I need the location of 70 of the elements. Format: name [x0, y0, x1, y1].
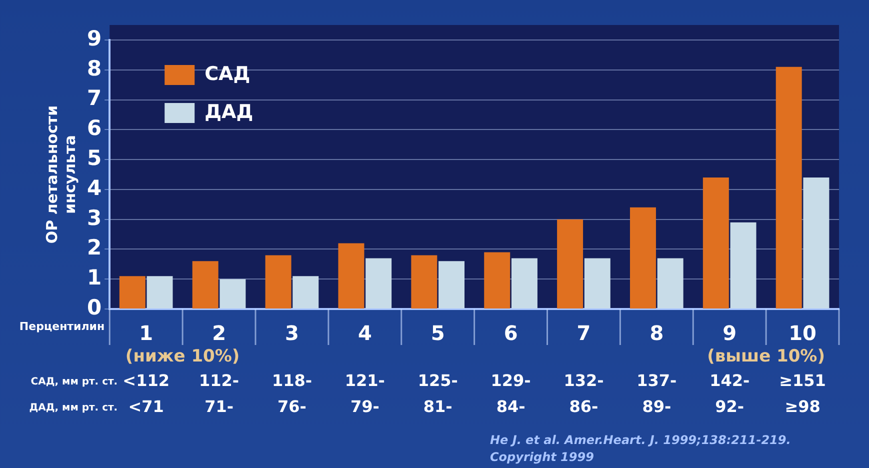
bar	[192, 261, 218, 308]
text: 137-	[636, 371, 677, 390]
bar	[776, 66, 802, 308]
text: САД, мм рт. ст.	[30, 376, 118, 388]
text: 79-	[350, 397, 380, 416]
text: 71-	[204, 397, 234, 416]
x-tick-label: 5	[430, 321, 445, 346]
x-axis-title: Перцентилин	[19, 320, 105, 333]
bar	[438, 261, 465, 308]
legend-label: САД	[204, 62, 250, 85]
text: 121-	[344, 371, 385, 390]
text: 81-	[423, 397, 452, 416]
bar	[292, 276, 319, 308]
y-tick-label: 3	[86, 206, 102, 230]
bar	[411, 255, 438, 308]
text: 76-	[278, 397, 306, 416]
text: 129-	[490, 371, 531, 390]
y-tick-label: 2	[86, 236, 102, 260]
bar	[338, 243, 364, 308]
y-tick-label: 8	[86, 56, 102, 80]
bar	[484, 252, 510, 308]
text: (выше 10%)	[707, 346, 825, 366]
legend-label: ДАД	[204, 100, 254, 123]
x-tick-label: 8	[650, 321, 664, 346]
bar	[702, 177, 729, 308]
text: 142-	[710, 371, 750, 390]
text: ≥151	[779, 371, 826, 390]
x-tick-label: 9	[722, 321, 737, 346]
text: He J. et al. Amer.Heart. J. 1999;138:211-219.	[490, 433, 791, 448]
text: <112	[122, 371, 170, 390]
bar	[511, 258, 538, 308]
text: 92-	[715, 397, 744, 416]
y-tick-label: 1	[86, 266, 102, 290]
text: 84-	[496, 397, 526, 416]
x-tick-label: 2	[212, 321, 226, 346]
x-tick-label: 3	[285, 321, 299, 346]
y-axis-title: ОР летальности инсульта	[42, 105, 79, 244]
y-tick-label: 7	[86, 86, 102, 110]
text: 125-	[418, 371, 458, 390]
text: 112-	[198, 371, 240, 390]
text: 118-	[272, 371, 312, 390]
x-tick-label: 6	[504, 321, 518, 346]
text: ДАД, мм рт. ст.	[29, 402, 118, 414]
bar	[584, 258, 610, 308]
text: <71	[128, 397, 164, 416]
x-tick-label: 1	[139, 321, 154, 346]
bar	[366, 258, 392, 308]
x-tick-label: 4	[358, 321, 372, 346]
y-tick-label: 9	[86, 26, 102, 50]
bar	[146, 276, 173, 308]
x-tick-label: 10	[788, 321, 816, 346]
text: Copyright 1999	[490, 450, 594, 464]
text: 132-	[564, 371, 604, 390]
bar	[803, 177, 830, 308]
text: 86-	[569, 397, 598, 416]
bar	[657, 258, 684, 308]
y-tick-label: 6	[86, 116, 102, 140]
bar	[265, 255, 292, 308]
bar	[220, 279, 246, 308]
bar	[630, 207, 656, 308]
text: ≥98	[784, 397, 820, 416]
bar	[557, 219, 584, 308]
y-tick-label: 5	[86, 146, 102, 170]
x-tick-label: 7	[576, 321, 591, 346]
y-tick-label: 4	[86, 176, 102, 200]
text: (ниже 10%)	[125, 346, 240, 366]
bar	[730, 222, 756, 308]
y-tick-label: 0	[86, 295, 102, 320]
bar	[119, 276, 146, 308]
text: 89-	[642, 397, 672, 416]
